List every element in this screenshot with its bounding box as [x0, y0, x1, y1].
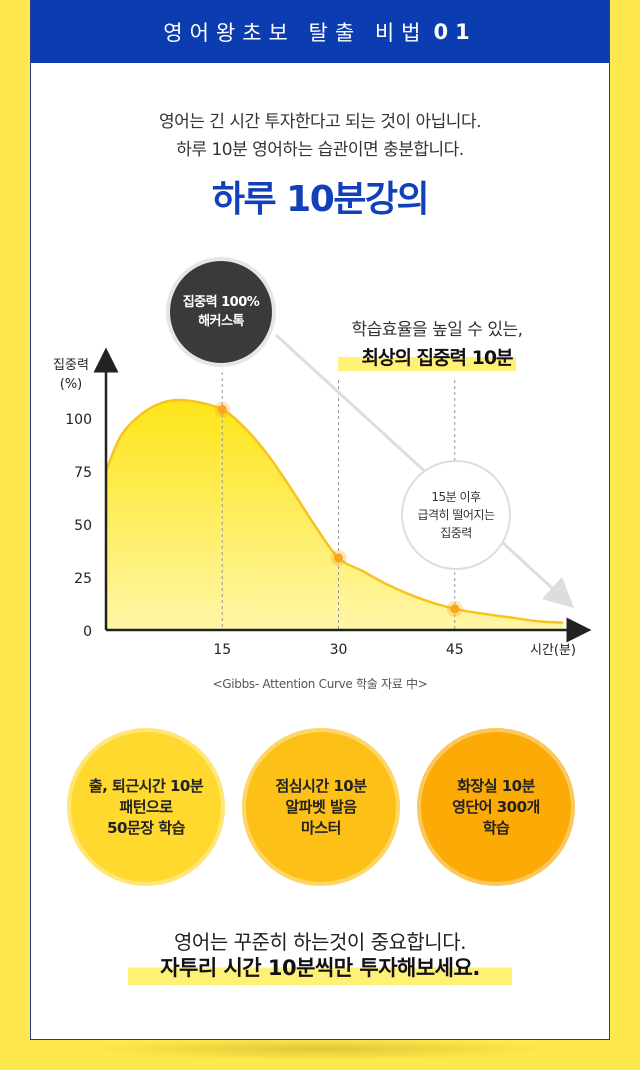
- outro-highlight: [128, 953, 512, 985]
- callout-highlight: [338, 357, 516, 371]
- card-shadow: [80, 1038, 560, 1060]
- highlight-point: [450, 604, 460, 614]
- source-note: <Gibbs- Attention Curve 학술 자료 中>: [212, 677, 428, 691]
- callout-line-2: 최상의 집중력 10분: [361, 347, 513, 369]
- area-fill: [106, 399, 564, 630]
- banner-number: 01: [433, 19, 477, 44]
- x-tick-label: 30: [330, 642, 348, 658]
- headline: 하루 10분강의: [211, 179, 430, 220]
- tip-circle-restroom: 화장실 10분 영단어 300개 학습: [417, 728, 575, 886]
- intro-line-1: 영어는 긴 시간 투자한다고 되는 것이 아닙니다.: [159, 112, 482, 132]
- dark-bubble-line-2: 해커스톡: [198, 314, 244, 329]
- dark-bubble: 집중력 100% 해커스톡: [166, 257, 276, 367]
- gray-bubble: 15분 이후 급격히 떨어지는 집중력: [401, 460, 511, 570]
- area-curve: [104, 398, 564, 624]
- y-tick-label: 50: [74, 518, 92, 534]
- dark-bubble-line-1: 집중력 100%: [182, 295, 260, 310]
- attention-curve-chart: 0 25 50 75 100 집중력 (%) 15 30 45 시간(분): [53, 333, 592, 658]
- x-tick-label: 45: [446, 642, 464, 658]
- y-tick-label: 0: [83, 624, 92, 640]
- tip-circle-commute: 출, 퇴근시간 10분 패턴으로 50문장 학습: [67, 728, 225, 886]
- trend-arrow: [274, 333, 575, 609]
- gray-bubble-line-1: 15분 이후: [431, 490, 481, 504]
- gray-bubble-line-2: 급격히 떨어지는: [417, 508, 495, 522]
- intro-line-2: 하루 10분 영어하는 습관이면 충분합니다.: [176, 140, 464, 160]
- content-card: 영어왕초보 탈출 비법 01 영어는 긴 시간 투자한다고 되는 것이 아닙니다.…: [30, 0, 610, 1040]
- title-banner: 영어왕초보 탈출 비법 01: [31, 0, 609, 63]
- y-axis-unit: (%): [60, 377, 83, 392]
- banner-title: 영어왕초보 탈출 비법: [163, 20, 428, 45]
- highlight-point: [217, 405, 227, 415]
- y-tick-label: 25: [74, 571, 92, 587]
- highlight-point: [334, 553, 343, 563]
- outro-line-1: 영어는 꾸준히 하는것이 중요합니다.: [174, 930, 466, 954]
- outro-line-2: 자투리 시간 10분씩만 투자해보세요.: [160, 956, 480, 980]
- tip-circle-lunch: 점심시간 10분 알파벳 발음 마스터: [242, 728, 400, 886]
- y-tick-label: 75: [74, 465, 92, 481]
- callout-line-1: 학습효율을 높일 수 있는,: [351, 320, 523, 340]
- x-tick-label: 15: [213, 642, 231, 658]
- gray-bubble-line-3: 집중력: [440, 526, 472, 540]
- x-axis-label: 시간(분): [530, 643, 576, 658]
- y-axis-label: 집중력: [53, 358, 89, 373]
- y-tick-label: 100: [65, 412, 92, 428]
